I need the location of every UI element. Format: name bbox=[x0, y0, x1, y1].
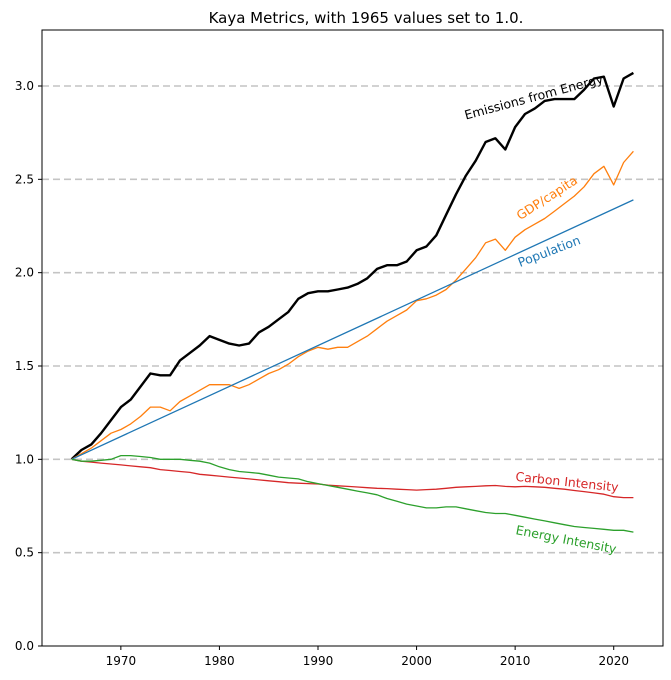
grid-lines bbox=[42, 85, 663, 554]
plot-axes bbox=[41, 29, 664, 647]
chart-title: Kaya Metrics, with 1965 values set to 1.… bbox=[209, 9, 524, 27]
carbon-intensity-line bbox=[71, 458, 634, 499]
carbon-intensity-label: Carbon Intensity bbox=[515, 469, 620, 495]
population-label: Population bbox=[516, 232, 583, 270]
x-axis-ticks: 1970 1980 1990 2000 2010 2020 bbox=[106, 646, 629, 668]
y-tick-label: 0.0 bbox=[15, 639, 34, 653]
x-tick-label: 1990 bbox=[303, 654, 334, 668]
series-lines bbox=[70, 71, 634, 533]
x-tick-label: 2010 bbox=[500, 654, 531, 668]
energy-intensity-line bbox=[71, 454, 634, 533]
y-tick-label: 2.0 bbox=[15, 266, 34, 280]
x-tick-label: 2000 bbox=[401, 654, 432, 668]
series-labels: Emissions from Energy GDP/capita Populatio… bbox=[463, 71, 620, 557]
plot-frame bbox=[41, 29, 664, 647]
energy-intensity-label: Energy Intensity bbox=[515, 522, 619, 556]
y-axis-ticks: 0.0 0.5 1.0 1.5 2.0 2.5 3.0 bbox=[15, 79, 42, 653]
emissions-from-energy-line bbox=[70, 71, 634, 461]
x-tick-label: 1970 bbox=[106, 654, 137, 668]
y-tick-label: 2.5 bbox=[15, 172, 34, 186]
y-tick-label: 3.0 bbox=[15, 79, 34, 93]
emissions-from-energy-label: Emissions from Energy bbox=[463, 71, 606, 123]
y-tick-label: 1.5 bbox=[15, 359, 34, 373]
gdp-capita-line bbox=[71, 150, 634, 460]
x-tick-label: 1980 bbox=[204, 654, 235, 668]
population-line bbox=[71, 199, 634, 460]
y-tick-label: 0.5 bbox=[15, 546, 34, 560]
y-tick-label: 1.0 bbox=[15, 452, 34, 466]
gdp-capita-label: GDP/capita bbox=[514, 172, 581, 222]
x-tick-label: 2020 bbox=[598, 654, 629, 668]
